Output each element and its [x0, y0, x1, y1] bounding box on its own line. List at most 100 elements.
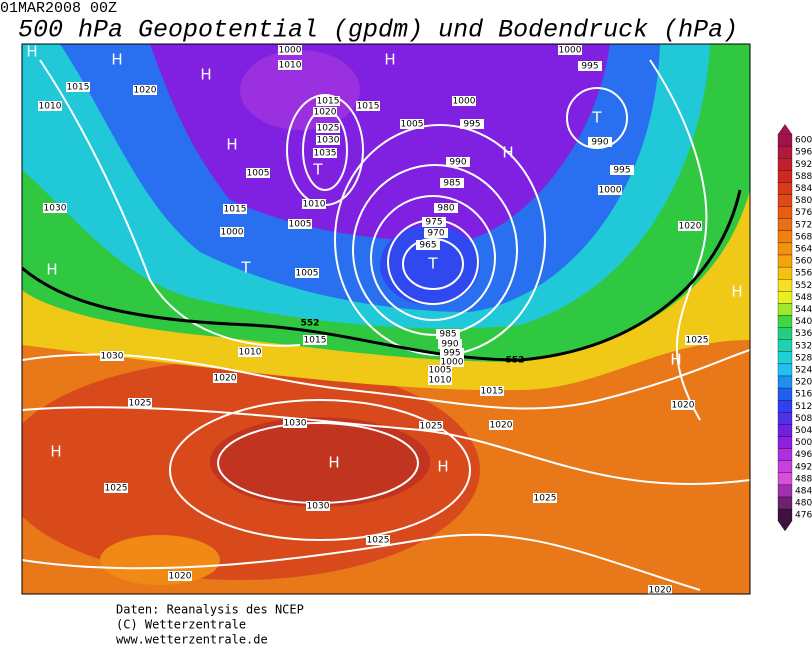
colorbar-swatch	[777, 412, 793, 425]
isobar-label-box	[610, 165, 634, 175]
isobar-label: 995	[460, 119, 484, 130]
isobar-label-box	[419, 421, 443, 431]
isobar-label-text: 975	[425, 218, 442, 228]
colorbar-swatch	[777, 363, 793, 377]
isobar-label: 1005	[288, 219, 312, 230]
pressure-center: H	[200, 66, 211, 84]
colorbar-swatch	[777, 182, 793, 195]
colorbar-label: 556	[795, 269, 812, 279]
colorbar-label: 552	[795, 281, 812, 291]
pressure-center: H	[437, 458, 448, 476]
isobar-label: 990	[438, 339, 462, 350]
isobar-label: 1005	[400, 119, 424, 130]
isobar-label-box	[238, 347, 262, 357]
isobar-label-box	[133, 85, 157, 95]
isobar-label: 970	[424, 228, 448, 239]
isobar-label-box	[588, 137, 612, 147]
isobar-label: 990	[588, 137, 612, 148]
pressure-center: T	[312, 161, 323, 179]
isobar-label-box	[436, 329, 460, 339]
isobar-label-text: 995	[443, 349, 460, 359]
isobar-label: 995	[610, 165, 634, 176]
pressure-center: H	[111, 51, 122, 69]
isobar-label-text: 1015	[357, 102, 380, 112]
isobar-label-box	[598, 185, 622, 195]
isobar-label-box	[578, 61, 602, 71]
isobar-label-text: 1010	[303, 200, 326, 210]
isobar-label-text: 1005	[289, 220, 312, 230]
isobar-label-text: 985	[439, 330, 456, 340]
isobar-label-text: 1010	[429, 376, 452, 386]
isobar-label-text: 1010	[239, 348, 262, 358]
colorbar-label: 476	[795, 511, 812, 521]
isobar-label: 1010	[238, 347, 262, 358]
colorbar-swatch	[777, 206, 793, 219]
isobar-label-box	[446, 157, 470, 167]
isobar-label: 1020	[313, 107, 337, 118]
isobar-label-text: 985	[443, 179, 460, 189]
isobar-label-box	[416, 240, 440, 250]
footer-line: (C) Wetterzentrale	[116, 618, 246, 632]
isobar-label: 995	[578, 61, 602, 72]
colorbar-swatch	[777, 230, 793, 244]
isobar-label: 1015	[316, 96, 340, 107]
isobar-label-text: 1015	[67, 83, 90, 93]
isobar-label-box	[438, 339, 462, 349]
geopotential-label: 552	[301, 319, 320, 329]
isobar-label-text: 1005	[296, 269, 319, 279]
isobar-label: 1000	[598, 185, 622, 196]
isobar-label-box	[480, 386, 504, 396]
isobar-label: 1015	[356, 101, 380, 112]
isobar-label-box	[400, 119, 424, 129]
colorbar-swatch	[777, 145, 793, 159]
colorbar-swatch	[777, 436, 793, 449]
isobar-label: 1000	[558, 45, 582, 56]
pressure-center: H	[226, 136, 237, 154]
isobar-label: 980	[434, 203, 458, 214]
isobar-label: 965	[416, 240, 440, 251]
isobar-label: 1020	[213, 373, 237, 384]
isobar-label-text: 1005	[247, 169, 270, 179]
map-date: 01MAR2008 00Z	[0, 0, 117, 17]
isobar-label-text: 995	[613, 166, 630, 176]
colorbar-swatch	[777, 133, 793, 147]
colorbar-swatch	[777, 279, 793, 292]
isobar-label: 1000	[278, 45, 302, 56]
colorbar-label: 544	[795, 305, 812, 315]
pressure-center: T	[240, 259, 251, 277]
isobar-label: 1005	[246, 168, 270, 179]
isobar-label-text: 995	[463, 120, 480, 130]
isobar-label-box	[100, 351, 124, 361]
colorbar-label: 528	[795, 353, 812, 363]
colorbar-label: 596	[795, 148, 812, 158]
pressure-center: H	[328, 454, 339, 472]
isobar-label-box	[422, 217, 446, 227]
colorbar-swatch	[777, 351, 793, 365]
colorbar-swatch	[777, 375, 793, 389]
colorbar-label: 572	[795, 220, 812, 230]
isobar-label-text: 1005	[429, 366, 452, 376]
isobar-label-text: 1000	[599, 186, 622, 196]
isobar-label-box	[288, 219, 312, 229]
isobar-label-box	[313, 107, 337, 117]
pressure-center: H	[46, 261, 57, 279]
isobar-label-text: 1005	[401, 120, 424, 130]
isobar-label: 985	[436, 329, 460, 340]
colorbar-swatch	[777, 194, 793, 207]
isobar-label-text: 1025	[686, 336, 709, 346]
colorbar-label: 484	[795, 486, 812, 496]
isobar-label: 1015	[303, 335, 327, 346]
field-light	[100, 535, 220, 585]
isobar-label-text: 1000	[279, 46, 302, 56]
isobar-label-box	[213, 373, 237, 383]
isobar-label-box	[648, 585, 672, 594]
isobar-label: 1010	[278, 60, 302, 71]
isobar-label-text: 990	[441, 340, 458, 350]
isobar-label-box	[316, 123, 340, 133]
isobar-label-text: 1020	[314, 108, 337, 118]
isobar-label-box	[316, 96, 340, 106]
isobar-label-text: 1015	[317, 97, 340, 107]
colorbar-label: 548	[795, 293, 812, 303]
footer-line: Daten: Reanalysis des NCEP	[116, 603, 304, 617]
